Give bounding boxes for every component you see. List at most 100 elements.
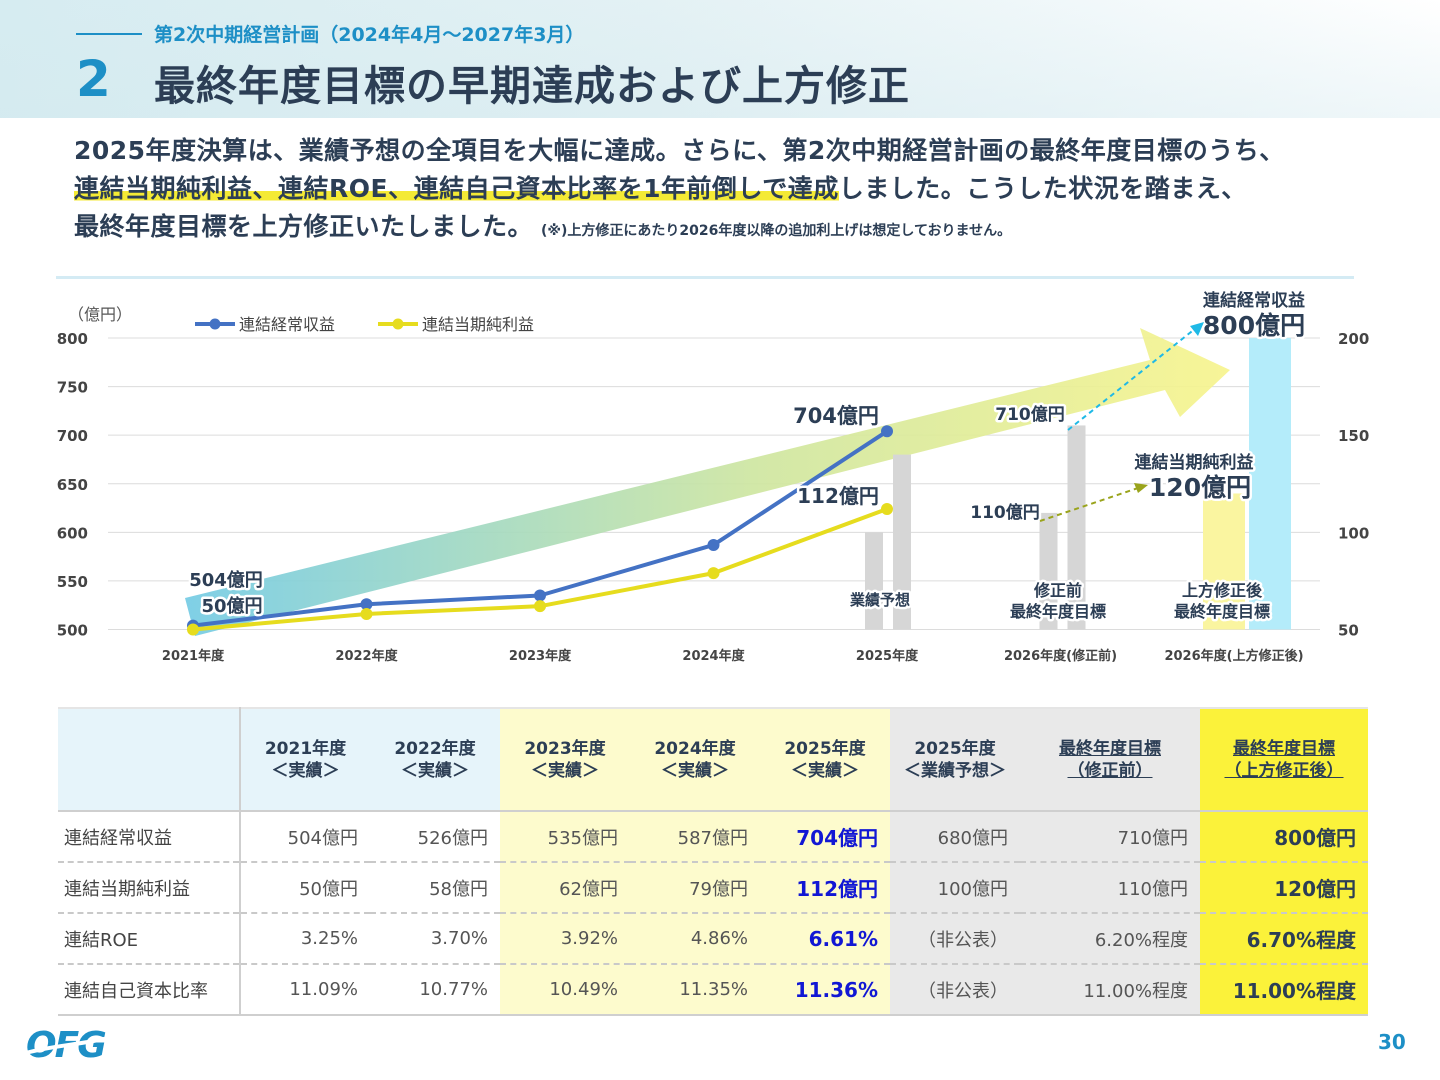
label-rev-2025: 704億円 bbox=[793, 404, 879, 428]
label-ni-2025-halo: 112億円 bbox=[797, 484, 879, 508]
chart-legend: 連結経常収益 連結当期純利益 bbox=[195, 315, 534, 334]
left-tick-label: 550 bbox=[57, 573, 88, 591]
table-cell: 4.86% bbox=[630, 913, 760, 965]
label-forecast-2025: 業績予想 bbox=[849, 591, 910, 609]
left-tick-label: 800 bbox=[57, 330, 88, 348]
table-cell: 62億円 bbox=[500, 862, 630, 914]
label-new-target-1-halo: 上方修正後 bbox=[1182, 581, 1263, 600]
table-cell: 6.70%程度 bbox=[1200, 913, 1368, 965]
table-cell: 100億円 bbox=[890, 862, 1020, 914]
label-ni-2021-halo: 50億円 bbox=[201, 595, 262, 617]
revenue-profit-chart: 500 550 600 650 700 750 800 50 100 150 200 （億円） 2021… bbox=[57, 288, 1370, 665]
kicker-line bbox=[76, 33, 142, 35]
table-cell: 50億円 bbox=[240, 862, 370, 914]
table-cell: 680億円 bbox=[890, 811, 1020, 863]
label-rev-2021: 504億円 bbox=[189, 569, 263, 591]
table-cell: 112億円 bbox=[760, 862, 890, 914]
unit-label: （億円） bbox=[68, 305, 132, 324]
table-cell: 110億円 bbox=[1020, 862, 1200, 914]
label-rev-2025-halo: 704億円 bbox=[793, 404, 879, 428]
series-point bbox=[707, 567, 720, 580]
section-number: 2 bbox=[76, 50, 111, 108]
label-new-target-2-halo: 最終年度目標 bbox=[1174, 602, 1270, 621]
legend-marker bbox=[392, 318, 404, 330]
row-label: 連結ROE bbox=[58, 913, 241, 965]
series-point bbox=[707, 538, 720, 551]
table-cell: 11.00%程度 bbox=[1200, 964, 1368, 1016]
category-label: 2021年度 bbox=[162, 648, 225, 664]
table-cell: 79億円 bbox=[630, 862, 760, 914]
label-ni-prev-target-halo: 110億円 bbox=[970, 502, 1040, 523]
category-label: 2026年度(修正前) bbox=[1004, 648, 1117, 664]
col-header: 2025年度 ＜業績予想＞ bbox=[890, 707, 1020, 812]
table-row: 連結自己資本比率 11.09% 10.77% 10.49% 11.35% 11.… bbox=[58, 964, 1368, 1016]
series-point bbox=[881, 425, 893, 438]
table-cell: 710億円 bbox=[1020, 811, 1200, 863]
table-cell: 504億円 bbox=[240, 811, 370, 863]
table-corner bbox=[58, 707, 241, 812]
category-label: 2026年度(上方修正後) bbox=[1164, 648, 1303, 664]
table-cell: （非公表） bbox=[890, 964, 1020, 1016]
table-cell: 11.09% bbox=[240, 964, 370, 1016]
label-prev-target-1: 修正前 bbox=[1033, 581, 1082, 600]
table-cell: 58億円 bbox=[370, 862, 500, 914]
series-lines bbox=[187, 425, 893, 636]
intro-line-2-rest: しました。こうした状況を踏まえ、 bbox=[838, 174, 1247, 203]
growth-arrow bbox=[185, 328, 1230, 636]
col-header: 2021年度 ＜実績＞ bbox=[240, 707, 370, 812]
label-ni-2025: 112億円 bbox=[797, 484, 879, 508]
label-new-ni-name-halo: 連結当期純利益 bbox=[1135, 452, 1254, 473]
table-cell: 526億円 bbox=[370, 811, 500, 863]
label-prev-target-2: 最終年度目標 bbox=[1010, 602, 1106, 621]
intro-note: (※)上方修正にあたり2026年度以降の追加利上げは想定しておりません。 bbox=[541, 223, 1012, 239]
table-cell: 10.77% bbox=[370, 964, 500, 1016]
label-new-target-1: 上方修正後 bbox=[1182, 581, 1263, 600]
legend-label: 連結経常収益 bbox=[239, 315, 335, 334]
table-row: 連結当期純利益 50億円 58億円 62億円 79億円 112億円 100億円 … bbox=[58, 862, 1368, 914]
label-prev-target-2-halo: 最終年度目標 bbox=[1010, 602, 1106, 621]
left-tick-label: 700 bbox=[57, 427, 88, 445]
chart-annotations: 504億円504億円50億円50億円704億円704億円112億円112億円業績… bbox=[187, 288, 1308, 624]
row-label: 連結当期純利益 bbox=[58, 862, 241, 914]
label-forecast-2025-halo: 業績予想 bbox=[849, 591, 910, 609]
label-new-ni-name: 連結当期純利益 bbox=[1135, 452, 1254, 473]
right-tick-label: 200 bbox=[1338, 330, 1369, 348]
table-cell: 11.36% bbox=[760, 964, 890, 1016]
forecast-bar bbox=[1249, 338, 1291, 630]
page-title: 最終年度目標の早期達成および上方修正 bbox=[154, 62, 910, 110]
col-header: 2022年度 ＜実績＞ bbox=[370, 707, 500, 812]
category-label: 2024年度 bbox=[682, 648, 745, 664]
intro-line-1: 2025年度決算は、業績予想の全項目を大幅に達成。さらに、第2次中期経営計画の最… bbox=[74, 136, 1285, 165]
forecast-bar bbox=[1039, 512, 1058, 630]
table-cell: 11.00%程度 bbox=[1020, 964, 1200, 1016]
table-cell: （非公表） bbox=[890, 913, 1020, 965]
section-divider bbox=[56, 276, 1354, 279]
forecast-bar bbox=[893, 454, 911, 630]
series-point bbox=[360, 598, 373, 611]
new-rev-arrow-line bbox=[1067, 327, 1197, 431]
series-point bbox=[534, 600, 546, 613]
table-row: 連結ROE 3.25% 3.70% 3.92% 4.86% 6.61% （非公表… bbox=[58, 913, 1368, 965]
plan-kicker: 第2次中期経営計画（2024年4月～2027年3月） bbox=[154, 24, 585, 46]
col-header: 2023年度 ＜実績＞ bbox=[500, 707, 630, 812]
label-new-rev-name: 連結経常収益 bbox=[1203, 290, 1305, 311]
label-new-rev-name-halo: 連結経常収益 bbox=[1203, 290, 1305, 311]
table-cell: 6.20%程度 bbox=[1020, 913, 1200, 965]
table-cell: 120億円 bbox=[1200, 862, 1368, 914]
category-label: 2025年度 bbox=[856, 648, 919, 664]
intro-text: 2025年度決算は、業績予想の全項目を大幅に達成。さらに、第2次中期経営計画の最… bbox=[74, 132, 1394, 250]
intro-line-3-text: 最終年度目標を上方修正いたしました。 bbox=[74, 212, 534, 241]
intro-line-3: 最終年度目標を上方修正いたしました。 (※)上方修正にあたり2026年度以降の追加… bbox=[74, 208, 1394, 250]
col-header-new-target: 最終年度目標 （上方修正後） bbox=[1200, 707, 1368, 812]
table-cell: 10.49% bbox=[500, 964, 630, 1016]
forecast-bar bbox=[1067, 425, 1086, 630]
table-cell: 800億円 bbox=[1200, 811, 1368, 863]
legend-label: 連結当期純利益 bbox=[422, 315, 534, 334]
right-tick-label: 50 bbox=[1338, 622, 1359, 640]
category-label: 2023年度 bbox=[509, 648, 572, 664]
forecast-bars bbox=[865, 338, 1291, 630]
col-header-prev-target: 最終年度目標 （修正前） bbox=[1020, 707, 1200, 812]
row-label: 連結経常収益 bbox=[58, 811, 241, 863]
table-cell: 6.61% bbox=[760, 913, 890, 965]
left-tick-label: 650 bbox=[57, 476, 88, 494]
